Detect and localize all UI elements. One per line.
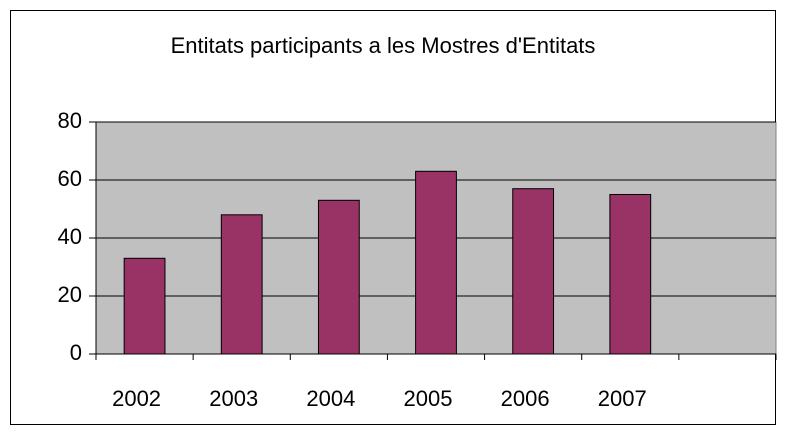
bar (220, 214, 263, 355)
y-tick-label: 40 (58, 224, 82, 249)
y-tick-label: 20 (58, 282, 82, 307)
y-tick-label: 60 (58, 166, 82, 191)
x-tick-label: 2003 (209, 386, 258, 411)
bar (609, 194, 652, 355)
y-tick-label: 0 (70, 340, 82, 365)
bar (512, 188, 555, 355)
x-tick-label: 2007 (598, 386, 647, 411)
bar (415, 170, 457, 355)
x-tick-label: 2005 (404, 386, 453, 411)
bar (317, 199, 360, 355)
x-tick-label: 2004 (306, 386, 355, 411)
y-tick-label: 80 (58, 108, 82, 133)
x-tick-label: 2006 (501, 386, 550, 411)
bar (123, 257, 166, 355)
x-tick-label: 2002 (112, 386, 161, 411)
chart-title: Entitats participants a les Mostres d'En… (171, 33, 596, 58)
